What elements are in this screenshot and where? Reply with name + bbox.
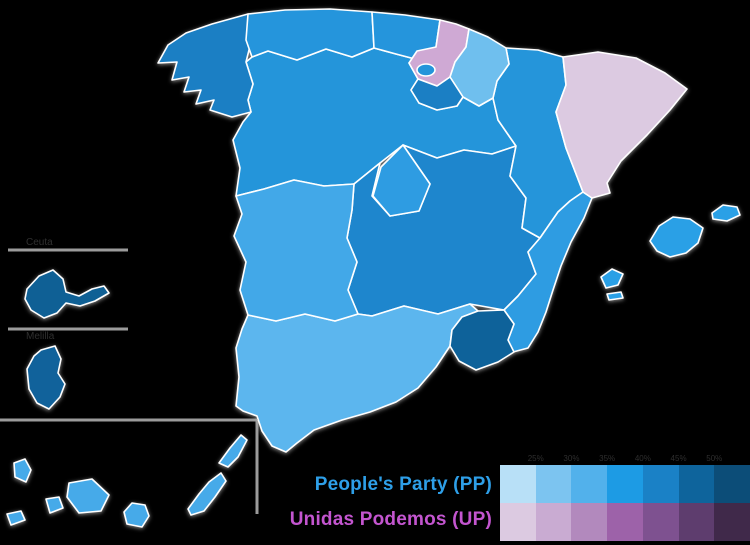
legend-label-up: Unidas Podemos (UP) — [289, 509, 492, 530]
region-andalusia — [235, 303, 479, 453]
region-murcia — [449, 309, 515, 371]
legend-color-scales — [500, 465, 750, 541]
region-la_rioja — [410, 76, 464, 111]
region-madrid — [372, 144, 431, 217]
region-canary_islands — [123, 502, 150, 528]
legend-threshold-label: 45% — [670, 454, 687, 463]
legend-swatch — [678, 465, 715, 503]
region-canary_islands — [218, 434, 248, 468]
region-canary_islands — [6, 510, 26, 526]
legend-swatch — [500, 503, 536, 541]
legend-swatch — [714, 503, 750, 541]
legend-scale-up — [500, 503, 750, 541]
legend-threshold-label: 50% — [706, 454, 723, 463]
legend-swatch — [607, 503, 643, 541]
region-melilla — [26, 345, 66, 410]
region-canary_islands — [45, 496, 64, 514]
legend-swatch — [642, 503, 679, 541]
legend-swatch — [535, 503, 572, 541]
ceuta-inset-caption: Ceuta — [26, 237, 53, 248]
region-canary_islands — [13, 458, 32, 483]
region-ceuta — [24, 269, 110, 319]
legend-swatch — [607, 465, 643, 503]
region-navarre — [449, 28, 510, 107]
legend-threshold-label: 35% — [599, 454, 616, 463]
legend-threshold-label: 30% — [563, 454, 580, 463]
region-trevino-enclave — [416, 63, 436, 77]
legend-swatch — [571, 465, 608, 503]
legend-label-pp: People's Party (PP) — [314, 474, 492, 495]
region-galicia — [157, 13, 254, 118]
region-balearic_islands — [711, 204, 741, 222]
map-regions — [6, 8, 741, 528]
region-catalonia — [555, 51, 688, 199]
legend-swatch — [642, 465, 679, 503]
melilla-inset-caption: Melilla — [26, 331, 55, 342]
legend-swatch — [535, 465, 572, 503]
legend-scale-pp — [500, 465, 750, 503]
region-asturias — [245, 8, 375, 61]
region-balearic_islands — [606, 291, 624, 301]
legend-threshold-row: 25% 30% 35% 40% 45% 50% — [500, 453, 750, 464]
inset-borders — [0, 248, 259, 514]
region-canary_islands — [66, 478, 110, 514]
region-extremadura — [233, 179, 359, 322]
legend-threshold-label: 25% — [527, 454, 544, 463]
region-canary_islands — [187, 472, 227, 516]
legend-swatch — [678, 503, 715, 541]
legend-swatch — [500, 465, 536, 503]
legend-swatch — [714, 465, 750, 503]
legend-threshold-label: 40% — [634, 454, 651, 463]
legend-swatch — [571, 503, 608, 541]
region-balearic_islands — [600, 268, 624, 289]
region-balearic_islands — [649, 216, 704, 258]
